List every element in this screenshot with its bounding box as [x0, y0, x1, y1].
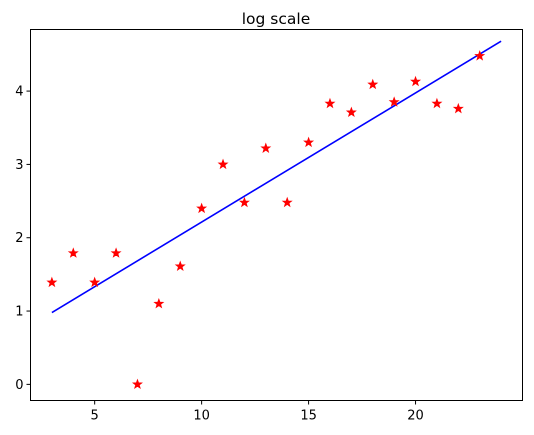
x-tick-label: 5 [91, 409, 99, 424]
data-point [303, 136, 315, 148]
x-tick-label: 10 [193, 409, 210, 424]
data-point [110, 247, 122, 258]
data-point [67, 247, 79, 258]
plot-frame [30, 29, 523, 401]
data-point [217, 158, 229, 170]
x-tick-label: 15 [300, 409, 317, 424]
data-point [196, 202, 208, 214]
data-point [260, 142, 272, 153]
data-point [410, 75, 422, 87]
y-tick-label: 3 [15, 158, 23, 173]
x-tick-label: 20 [407, 409, 424, 424]
data-points [46, 50, 486, 390]
data-point [46, 276, 58, 288]
y-tick-label: 2 [15, 231, 23, 246]
data-point [367, 78, 379, 90]
data-point [324, 97, 336, 109]
data-point [452, 102, 464, 114]
data-point [431, 97, 443, 109]
data-point [345, 106, 357, 118]
data-point [388, 96, 400, 107]
data-point [238, 196, 250, 208]
chart-title: log scale [242, 10, 311, 28]
y-axis-ticks: 0 1 2 3 4 [15, 85, 31, 393]
data-point [131, 378, 143, 390]
y-tick-label: 4 [15, 85, 23, 100]
data-point [89, 276, 101, 288]
data-point [174, 260, 186, 271]
data-point [281, 196, 293, 208]
fit-line-group [51, 40, 502, 314]
fit-line [51, 40, 502, 314]
y-tick-label: 0 [15, 378, 23, 393]
data-point [474, 50, 486, 61]
y-tick-label: 1 [15, 305, 23, 320]
data-point [153, 297, 165, 309]
x-axis-ticks: 5 10 15 20 [91, 400, 424, 424]
